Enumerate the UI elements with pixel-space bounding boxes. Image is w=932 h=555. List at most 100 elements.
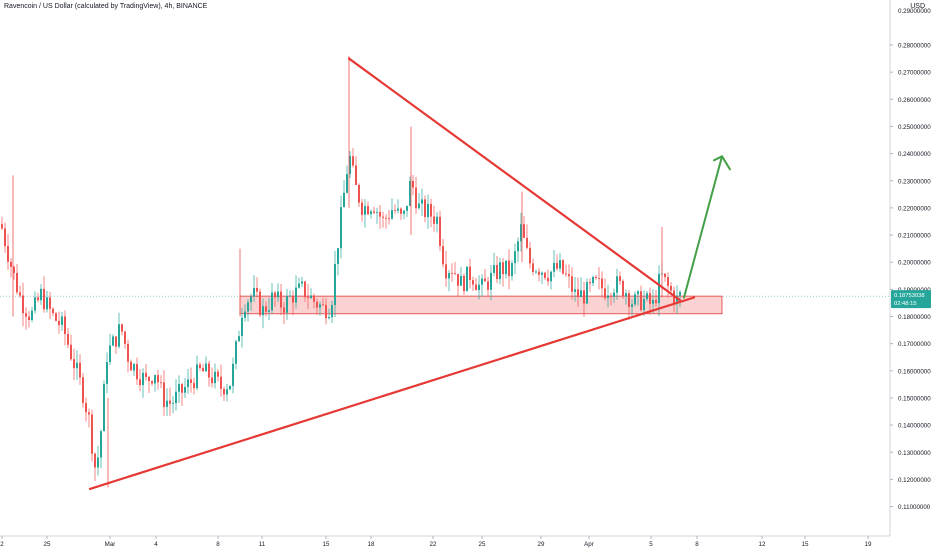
candle-body	[259, 291, 261, 316]
candle-body	[208, 363, 210, 378]
candle-body	[295, 287, 297, 303]
candle-body	[553, 262, 555, 272]
candle-body	[211, 377, 213, 384]
candle-body	[433, 216, 435, 224]
candles-layer	[1, 55, 681, 488]
x-tick-label: Mar	[105, 541, 116, 548]
candle-body	[415, 187, 417, 209]
candle-body	[22, 295, 24, 314]
candle-body	[430, 203, 432, 217]
candle-body	[577, 289, 579, 298]
candle-body	[103, 383, 105, 432]
candle-body	[151, 381, 153, 384]
candle-body	[346, 174, 348, 193]
candle-body	[556, 262, 558, 269]
candle-body	[124, 331, 126, 344]
candle-body	[496, 265, 498, 280]
candle-body	[277, 291, 279, 298]
candle-body	[493, 265, 495, 273]
candle-body	[631, 304, 633, 307]
candle-body	[454, 273, 456, 275]
candle-body	[256, 288, 258, 292]
candle-body	[679, 291, 681, 296]
candle-body	[112, 336, 114, 346]
candle-body	[247, 302, 249, 312]
candle-body	[652, 299, 654, 304]
candle-body	[475, 284, 477, 291]
candle-body	[181, 384, 183, 393]
candle-body	[499, 262, 501, 280]
candle-body	[649, 293, 651, 304]
candle-body	[370, 211, 372, 215]
candle-body	[61, 316, 63, 325]
candle-body	[634, 294, 636, 305]
candle-body	[304, 281, 306, 298]
candle-body	[442, 245, 444, 265]
candle-body	[589, 282, 591, 284]
candle-body	[451, 273, 453, 274]
candle-body	[625, 293, 627, 297]
candle-body	[235, 341, 237, 364]
candle-body	[349, 156, 351, 175]
candle-body	[187, 379, 189, 387]
y-tick-label: 0.20000000	[898, 260, 931, 267]
candle-body	[613, 292, 615, 297]
candle-body	[298, 283, 300, 288]
candle-body	[10, 261, 12, 267]
candle-body	[358, 184, 360, 203]
candle-body	[133, 364, 135, 371]
candle-body	[25, 313, 27, 317]
candle-body	[55, 313, 57, 321]
candle-body	[232, 363, 234, 386]
candle-body	[322, 304, 324, 306]
candle-body	[97, 457, 99, 468]
candle-body	[610, 295, 612, 297]
candle-body	[286, 296, 288, 313]
candle-body	[142, 372, 144, 386]
candle-body	[412, 180, 414, 188]
candle-body	[505, 260, 507, 275]
x-tick-label: 15	[802, 541, 809, 548]
candle-body	[94, 453, 96, 468]
candle-body	[517, 241, 519, 252]
candle-body	[331, 305, 333, 318]
candle-body	[7, 246, 9, 262]
candle-body	[439, 216, 441, 246]
candle-body	[604, 288, 606, 299]
candle-body	[526, 237, 528, 248]
y-tick-label: 0.18000000	[898, 314, 931, 321]
candle-body	[163, 382, 165, 407]
candle-body	[463, 275, 465, 292]
candle-body	[373, 211, 375, 213]
y-tick-label: 0.12000000	[898, 477, 931, 484]
candle-body	[502, 262, 504, 275]
candle-body	[568, 274, 570, 277]
candle-body	[550, 271, 552, 282]
candle-body	[445, 264, 447, 279]
y-tick-label: 0.11000000	[898, 504, 931, 511]
candle-body	[115, 336, 117, 347]
candle-body	[73, 359, 75, 369]
candle-body	[352, 156, 354, 166]
candle-body	[319, 304, 321, 308]
candle-body	[1, 224, 3, 229]
y-tick-label: 0.17000000	[898, 341, 931, 348]
candle-body	[154, 375, 156, 384]
candle-body	[271, 292, 273, 311]
candle-body	[241, 317, 243, 337]
candle-body	[202, 368, 204, 372]
candle-body	[397, 208, 399, 211]
x-tick-label: 5	[649, 541, 653, 548]
candle-body	[58, 320, 60, 325]
currency-label: USD	[910, 3, 925, 10]
candle-body	[34, 297, 36, 311]
candle-body	[343, 192, 345, 208]
candle-body	[595, 276, 597, 278]
candle-body	[334, 263, 336, 306]
y-tick-label: 0.22000000	[898, 205, 931, 212]
descending-trendline	[347, 57, 682, 302]
candle-body	[640, 291, 642, 311]
